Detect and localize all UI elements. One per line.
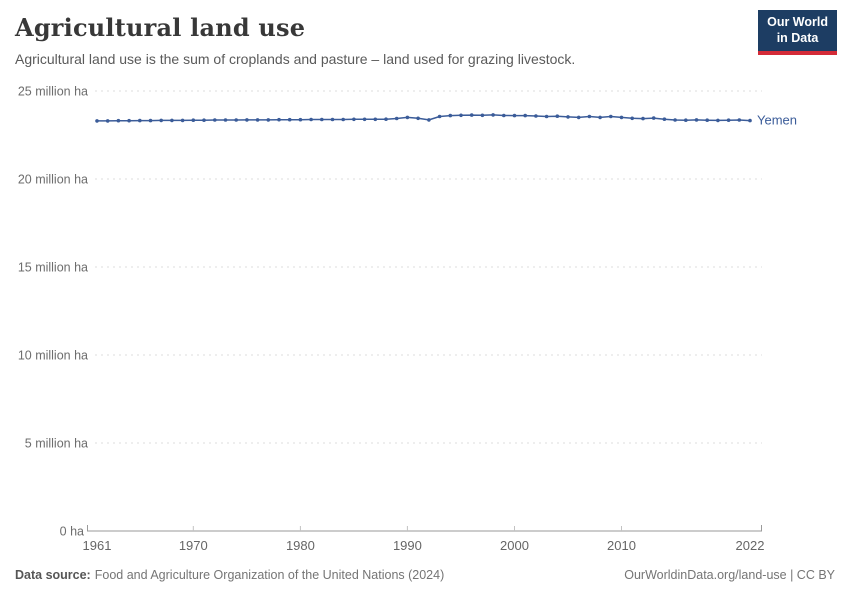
data-point-marker[interactable] xyxy=(277,117,281,122)
data-point-marker[interactable] xyxy=(202,118,206,122)
data-source-label: Data source: xyxy=(15,568,91,582)
y-tick-label: 15 million ha xyxy=(18,261,88,275)
data-point-marker[interactable] xyxy=(448,113,453,118)
x-tick-label: 1961 xyxy=(83,538,112,553)
owid-logo-line1: Our World xyxy=(767,15,828,29)
data-point-marker[interactable] xyxy=(191,118,196,122)
data-point-marker[interactable] xyxy=(180,118,185,123)
data-point-marker[interactable] xyxy=(469,113,474,117)
data-point-marker[interactable] xyxy=(320,117,324,122)
owid-logo-line2: in Data xyxy=(776,30,819,45)
y-tick-label: 25 million ha xyxy=(18,85,88,99)
data-point-marker[interactable] xyxy=(737,118,742,122)
data-point-marker[interactable] xyxy=(148,118,153,123)
data-point-marker[interactable] xyxy=(534,114,538,118)
data-point-marker[interactable] xyxy=(694,118,699,122)
data-point-marker[interactable] xyxy=(341,117,346,122)
data-point-marker[interactable] xyxy=(427,118,431,122)
data-point-marker[interactable] xyxy=(651,116,656,120)
data-point-marker[interactable] xyxy=(491,113,495,117)
data-point-marker[interactable] xyxy=(373,117,378,122)
x-tick-label: 1970 xyxy=(179,538,208,553)
data-point-marker[interactable] xyxy=(105,119,110,123)
data-point-marker[interactable] xyxy=(330,117,335,122)
data-point-marker[interactable] xyxy=(480,113,485,118)
data-point-marker[interactable] xyxy=(223,118,228,122)
data-point-marker[interactable] xyxy=(619,115,624,120)
data-point-marker[interactable] xyxy=(673,118,677,122)
x-tick-label: 2010 xyxy=(607,538,636,553)
y-tick-label: 20 million ha xyxy=(18,173,88,187)
data-point-marker[interactable] xyxy=(459,113,463,118)
data-point-marker[interactable] xyxy=(684,118,688,122)
data-point-marker[interactable] xyxy=(748,118,752,123)
data-point-marker[interactable] xyxy=(598,115,602,120)
x-tick-label: 1980 xyxy=(286,538,315,553)
data-point-marker[interactable] xyxy=(576,115,581,120)
data-point-marker[interactable] xyxy=(394,116,399,121)
data-point-marker[interactable] xyxy=(555,114,560,118)
y-tick-label: 10 million ha xyxy=(18,349,88,363)
data-point-marker[interactable] xyxy=(298,117,303,122)
data-point-marker[interactable] xyxy=(705,118,709,122)
data-point-marker[interactable] xyxy=(266,118,271,122)
data-source: Data source: Food and Agriculture Organiz… xyxy=(15,568,444,582)
data-point-marker[interactable] xyxy=(523,113,527,118)
data-point-marker[interactable] xyxy=(170,118,174,123)
data-point-marker[interactable] xyxy=(416,116,420,121)
series-end-label: Yemen xyxy=(757,113,797,128)
data-point-marker[interactable] xyxy=(609,114,613,119)
data-point-marker[interactable] xyxy=(362,117,367,122)
data-source-text: Food and Agriculture Organization of the… xyxy=(94,568,445,582)
data-point-marker[interactable] xyxy=(630,116,634,121)
data-point-marker[interactable] xyxy=(255,118,260,122)
data-point-marker[interactable] xyxy=(726,118,731,122)
data-point-marker[interactable] xyxy=(127,118,131,123)
x-tick-label: 2000 xyxy=(500,538,529,553)
y-tick-label: 0 ha xyxy=(60,525,84,539)
data-point-marker[interactable] xyxy=(95,119,99,123)
data-point-marker[interactable] xyxy=(213,118,217,122)
series-line[interactable] xyxy=(96,114,751,122)
data-point-marker[interactable] xyxy=(437,114,442,119)
chart-subtitle: Agricultural land use is the sum of crop… xyxy=(15,51,576,67)
data-point-marker[interactable] xyxy=(502,113,506,118)
data-point-marker[interactable] xyxy=(352,117,356,122)
x-tick-label: 1990 xyxy=(393,538,422,553)
data-point-marker[interactable] xyxy=(234,118,238,122)
data-point-marker[interactable] xyxy=(641,116,645,121)
data-point-marker[interactable] xyxy=(116,118,121,123)
data-point-marker[interactable] xyxy=(245,118,249,122)
y-tick-label: 5 million ha xyxy=(25,437,88,451)
data-point-marker[interactable] xyxy=(716,118,720,123)
data-point-marker[interactable] xyxy=(287,117,292,122)
data-point-marker[interactable] xyxy=(662,117,667,121)
data-point-marker[interactable] xyxy=(405,115,410,120)
chart-footer: Data source: Food and Agriculture Organiz… xyxy=(15,568,835,582)
data-point-marker[interactable] xyxy=(512,113,517,118)
chart-title: Agricultural land use xyxy=(15,13,306,42)
data-point-marker[interactable] xyxy=(587,114,592,119)
data-point-marker[interactable] xyxy=(384,117,388,121)
data-point-marker[interactable] xyxy=(309,117,313,122)
data-point-marker[interactable] xyxy=(566,115,570,119)
owid-logo[interactable]: Our World in Data xyxy=(758,10,837,56)
attribution-link[interactable]: OurWorldinData.org/land-use | CC BY xyxy=(624,568,835,582)
x-tick-label: 2022 xyxy=(736,538,765,553)
data-point-marker[interactable] xyxy=(138,118,142,123)
data-point-marker[interactable] xyxy=(159,118,163,123)
data-point-marker[interactable] xyxy=(544,114,549,119)
